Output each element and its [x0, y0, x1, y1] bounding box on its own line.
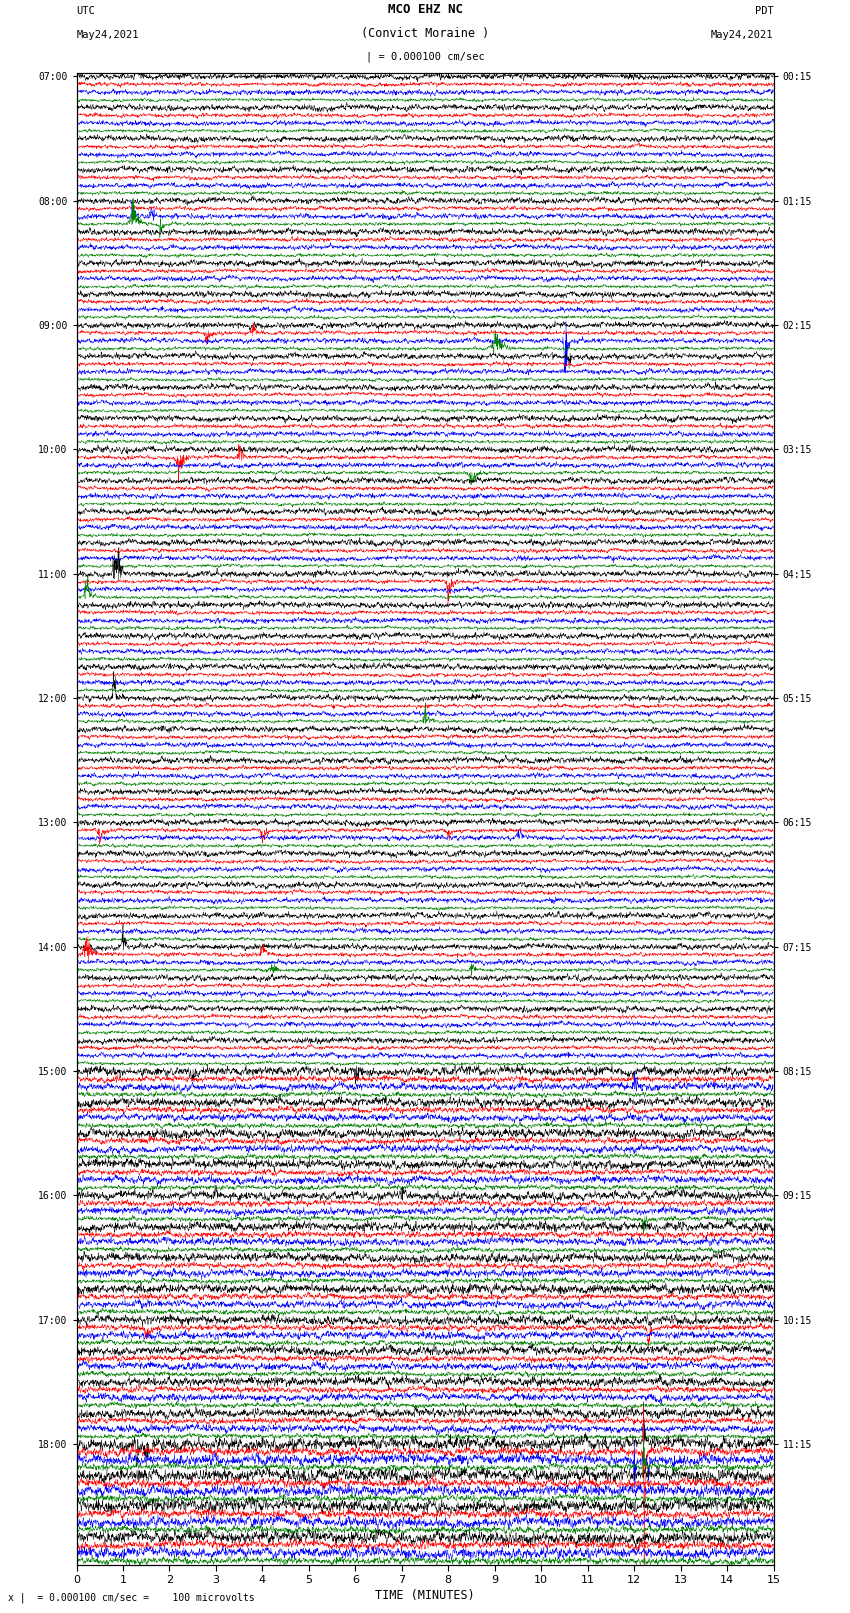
Text: | = 0.000100 cm/sec: | = 0.000100 cm/sec: [366, 52, 484, 63]
Text: UTC: UTC: [76, 6, 95, 16]
Text: x |  = 0.000100 cm/sec =    100 microvolts: x | = 0.000100 cm/sec = 100 microvolts: [8, 1592, 255, 1603]
Text: May24,2021: May24,2021: [711, 29, 774, 40]
Text: PDT: PDT: [755, 6, 774, 16]
Text: (Convict Moraine ): (Convict Moraine ): [361, 27, 489, 40]
X-axis label: TIME (MINUTES): TIME (MINUTES): [375, 1589, 475, 1602]
Text: MCO EHZ NC: MCO EHZ NC: [388, 3, 462, 16]
Text: May24,2021: May24,2021: [76, 29, 139, 40]
